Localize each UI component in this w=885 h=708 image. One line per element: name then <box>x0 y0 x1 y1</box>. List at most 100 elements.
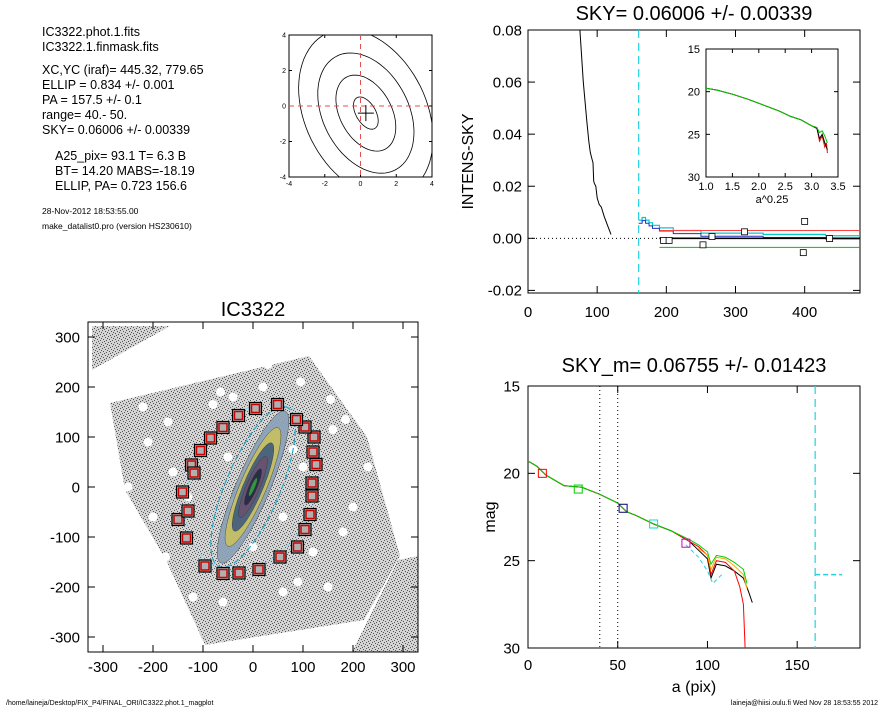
image-mask-hole <box>298 462 308 472</box>
image-xtick-label: -200 <box>138 659 168 676</box>
mag-ytick-label: 25 <box>503 553 520 570</box>
mag-frame <box>527 385 861 649</box>
image-xtick-label: 300 <box>390 659 415 676</box>
sky-box-outer <box>203 431 218 445</box>
mag-plot <box>528 386 843 648</box>
sky-box-outer <box>252 562 266 577</box>
sky-box-outer <box>179 531 194 545</box>
sky-ytick-label: 0.04 <box>493 126 522 143</box>
contour-ytick-label: 2 <box>282 68 286 75</box>
sky-box <box>275 552 285 562</box>
sky-frame <box>527 29 861 294</box>
info-line: SKY= 0.06006 +/- 0.00339 <box>42 123 190 137</box>
sky-box-outer <box>231 408 246 423</box>
sky-ytick-label: -0.02 <box>488 283 522 300</box>
image-mask-hole <box>168 467 178 477</box>
sky-plot <box>528 30 860 293</box>
mag-profile-line <box>528 460 746 648</box>
sky-box-outer <box>248 401 263 416</box>
image-ytick-label: 200 <box>55 379 80 396</box>
sky-xtick-label: 0 <box>524 304 532 321</box>
inset-ytick-label: 30 <box>688 172 700 184</box>
inset-xlabel: a^0.25 <box>756 194 789 206</box>
image-mask-hole <box>296 377 305 387</box>
info-line: A25_pix= 93.1 T= 6.3 B <box>55 149 186 163</box>
sky-box-outer <box>298 522 312 537</box>
mag-ylabel: mag <box>482 501 499 532</box>
image-mask-hole <box>263 360 273 369</box>
mag-cyan-profile <box>685 544 723 585</box>
inset-profile-line <box>705 87 828 144</box>
contour-xtick-label: 0 <box>359 181 363 188</box>
sky-box-outer <box>193 443 208 458</box>
sky-box-outer <box>198 559 212 573</box>
mag-xtick-label: 150 <box>785 657 810 674</box>
image-mask-hole <box>163 417 173 427</box>
sky-box <box>218 568 228 579</box>
contour-ytick-label: 0 <box>282 103 286 110</box>
sky-box <box>200 561 210 571</box>
sky-box <box>307 491 317 501</box>
sky-sample-box <box>741 228 748 236</box>
contour-ytick-label: -4 <box>280 174 286 181</box>
mag-marker-box <box>618 503 628 513</box>
image-mask-hole <box>308 547 318 557</box>
sky-box <box>309 432 319 442</box>
image-mask-hole <box>293 577 303 587</box>
mag-xtick-label: 0 <box>524 657 532 674</box>
image-mask-hole <box>188 592 198 602</box>
image-mask-hole <box>326 395 335 404</box>
sky-ytick-label: 0.06 <box>493 74 522 91</box>
sky-box <box>292 542 303 552</box>
inset-ytick-label: 15 <box>688 44 700 56</box>
sky-ytick-label: 0.00 <box>493 231 522 248</box>
inset-ytick-label: 25 <box>688 129 700 141</box>
sky-ylabel: INTENS-SKY <box>460 113 477 209</box>
image-xtick-label: 0 <box>249 659 257 676</box>
sky-box-outer <box>305 476 319 490</box>
footer-stamp: laineja@hiisi.oulu.fi Wed Nov 28 18:53:5… <box>731 700 878 707</box>
info-line: IC3322.phot.1.fits <box>42 25 140 39</box>
mag-marker-box <box>573 484 583 494</box>
image-xtick-label: -300 <box>88 659 118 676</box>
inset-xtick-label: 2.0 <box>751 181 766 193</box>
sky-sample-box <box>801 217 809 225</box>
image-mask-hole <box>148 512 158 522</box>
mag-marker-box <box>649 519 659 529</box>
image-mask-hole <box>338 527 348 537</box>
image-mask-hole <box>218 597 228 607</box>
image-mask-hole <box>363 462 373 472</box>
sky-xtick-label: 100 <box>585 304 610 321</box>
info-line: PA = 157.5 +/- 0.1 <box>42 93 142 107</box>
sky-box-outer <box>305 489 319 503</box>
image-mask-hole <box>323 582 333 592</box>
sky-cyan-steps <box>638 216 860 237</box>
sky-sample-box <box>799 249 807 257</box>
image-ytick-label: 100 <box>55 429 80 446</box>
sky-title: SKY= 0.06006 +/- 0.00339 <box>576 3 813 25</box>
image-ytick-label: -100 <box>50 529 80 546</box>
contour-line <box>335 74 397 152</box>
sky-box <box>305 509 315 520</box>
image-ytick-label: 300 <box>55 329 80 346</box>
image-mask-hole <box>278 512 288 522</box>
contour-ytick-label: 4 <box>282 32 286 39</box>
sky-box-outer <box>216 420 230 435</box>
image-mask-hole <box>248 542 258 552</box>
sky-box-outer <box>306 445 320 459</box>
info-line: XC,YC (iraf)= 445.32, 779.65 <box>42 63 204 77</box>
sky-box <box>308 447 318 457</box>
sky-box <box>300 524 310 535</box>
contour-xtick-label: 2 <box>394 181 398 188</box>
contour-lines <box>298 35 432 177</box>
info-line: ELLIP = 0.834 +/- 0.001 <box>42 78 175 92</box>
contour-xtick-label: 4 <box>430 181 434 188</box>
sky-box-outer <box>232 566 246 580</box>
sky-box <box>311 459 321 470</box>
mag-xtick-label: 100 <box>695 657 720 674</box>
image-mask-hole <box>341 415 350 424</box>
info-line: ELLIP, PA= 0.723 156.6 <box>55 179 187 193</box>
image-mask-hole <box>123 482 133 492</box>
image-mask-hole <box>161 552 170 562</box>
sky-box <box>177 487 188 497</box>
